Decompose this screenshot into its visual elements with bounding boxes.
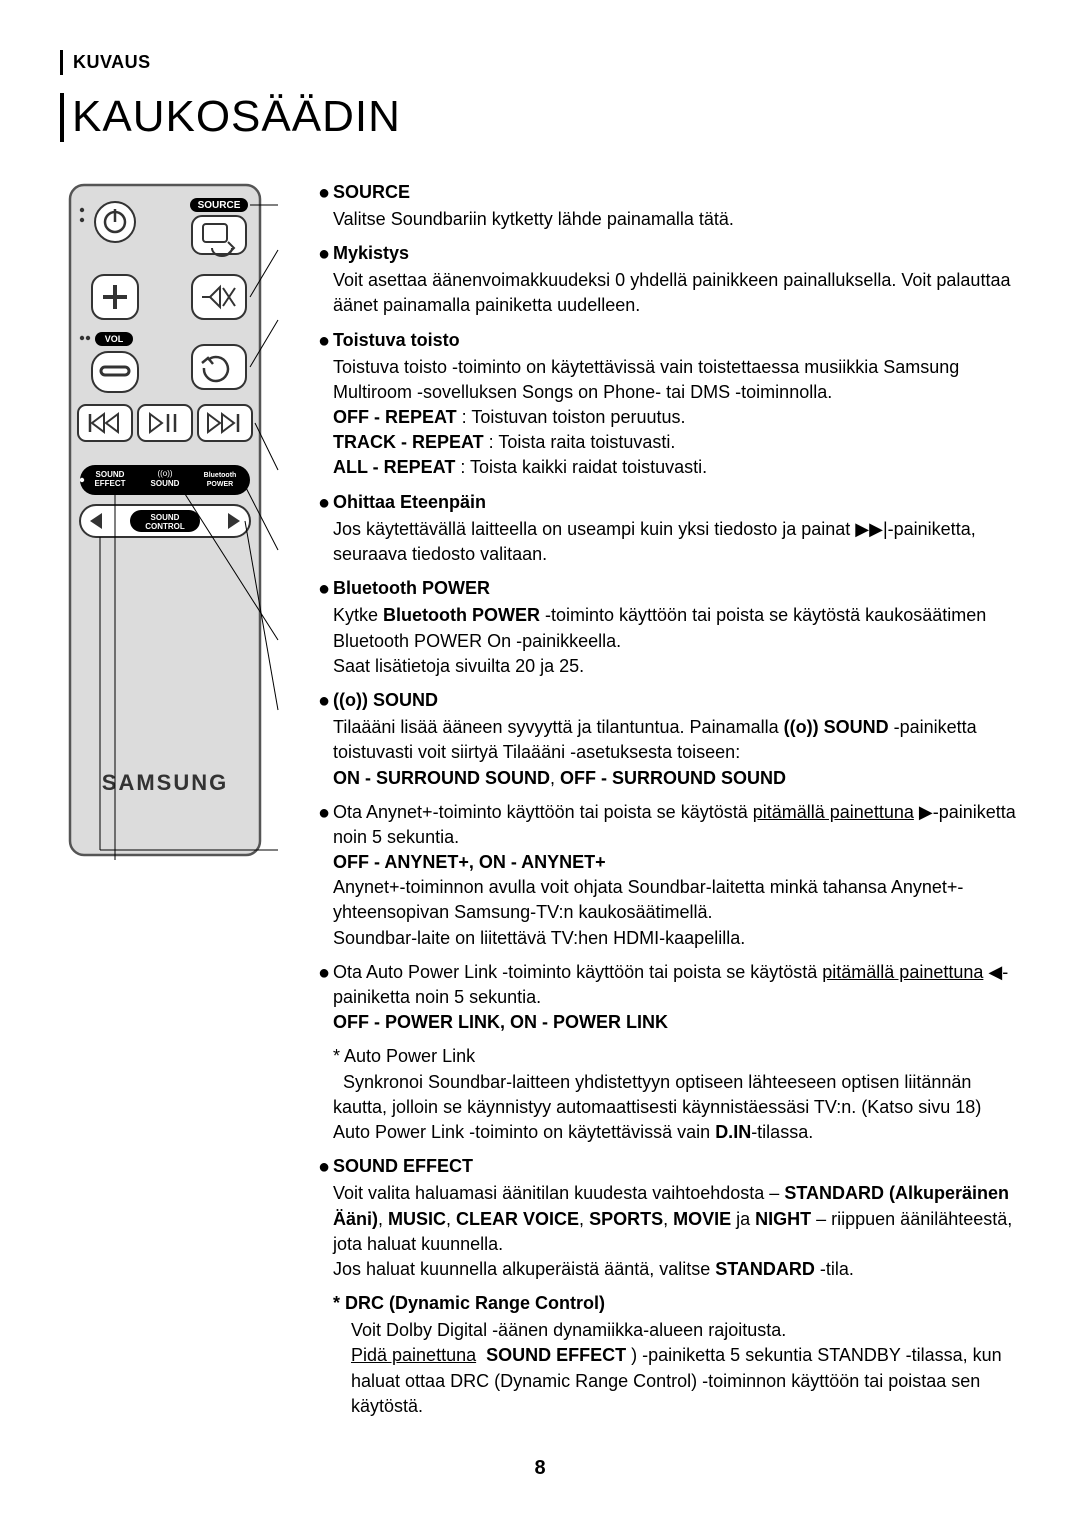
sec-powerlink-note: * Auto Power Link Synkronoi Soundbar-lai… <box>315 1044 1020 1151</box>
body-surround: Tilaääni lisää ääneen syvyyttä ja tilant… <box>333 715 1020 791</box>
sec-powerlink: ● Ota Auto Power Link -toiminto käyttöön… <box>315 960 1020 1042</box>
body-drc: Voit Dolby Digital -äänen dynamiikka-alu… <box>333 1318 1020 1419</box>
bullet: ● <box>315 490 333 513</box>
svg-text:EFFECT: EFFECT <box>94 479 125 488</box>
svg-text:SOUND: SOUND <box>151 479 180 488</box>
page-number: 8 <box>60 1454 1020 1482</box>
body-soundeffect: Voit valita haluamasi äänitilan kuudesta… <box>333 1181 1020 1282</box>
source-label: SOURCE <box>198 200 241 211</box>
head-drc: * DRC (Dynamic Range Control) <box>333 1291 1020 1316</box>
bullet: ● <box>315 800 333 823</box>
bullet: ● <box>315 241 333 264</box>
descriptions: ● SOURCE Valitse Soundbariin kytketty lä… <box>315 180 1020 1428</box>
svg-text:CONTROL: CONTROL <box>145 522 185 531</box>
bullet: ● <box>315 960 333 983</box>
sec-btpower: ● Bluetooth POWER Kytke Bluetooth POWER … <box>315 576 1020 685</box>
body-skip: Jos käytettävällä laitteella on useampi … <box>333 517 1020 567</box>
head-repeat: Toistuva toisto <box>333 328 1020 353</box>
sec-skip: ● Ohittaa Eteenpäin Jos käytettävällä la… <box>315 490 1020 574</box>
body-powerlink: Ota Auto Power Link -toiminto käyttöön t… <box>333 960 1020 1036</box>
bullet: ● <box>315 328 333 351</box>
sec-source: ● SOURCE Valitse Soundbariin kytketty lä… <box>315 180 1020 238</box>
body-anynet: Ota Anynet+-toiminto käyttöön tai poista… <box>333 800 1020 951</box>
bullet: ● <box>315 180 333 203</box>
sec-soundeffect: ● SOUND EFFECT Voit valita haluamasi ään… <box>315 1154 1020 1288</box>
bullet: ● <box>315 1154 333 1177</box>
page-title: KAUKOSÄÄDIN <box>60 93 1020 141</box>
svg-text:POWER: POWER <box>207 481 233 488</box>
body-source: Valitse Soundbariin kytketty lähde paina… <box>333 207 1020 232</box>
svg-text:VOL: VOL <box>105 334 124 344</box>
body-mute: Voit asettaa äänenvoimakkuudeksi 0 yhdel… <box>333 268 1020 318</box>
head-mute: Mykistys <box>333 241 1020 266</box>
head-surround: ((o)) SOUND <box>333 688 1020 713</box>
svg-text:SOUND: SOUND <box>151 513 180 522</box>
body-btpower: Kytke Bluetooth POWER -toiminto käyttöön… <box>333 603 1020 679</box>
spacer <box>315 1291 333 1294</box>
head-soundeffect: SOUND EFFECT <box>333 1154 1020 1179</box>
sec-surround: ● ((o)) SOUND Tilaääni lisää ääneen syvy… <box>315 688 1020 797</box>
sec-mute: ● Mykistys Voit asettaa äänenvoimakkuude… <box>315 241 1020 325</box>
section-label: KUVAUS <box>60 50 1020 75</box>
head-btpower: Bluetooth POWER <box>333 576 1020 601</box>
remote-diagram: SOURCE V <box>60 180 280 860</box>
bullet: ● <box>315 576 333 599</box>
svg-text:SOUND: SOUND <box>96 470 125 479</box>
sec-repeat: ● Toistuva toisto Toistuva toisto -toimi… <box>315 328 1020 487</box>
sec-anynet: ● Ota Anynet+-toiminto käyttöön tai pois… <box>315 800 1020 957</box>
svg-text:Bluetooth: Bluetooth <box>204 472 237 479</box>
head-skip: Ohittaa Eteenpäin <box>333 490 1020 515</box>
remote-svg: SOURCE V <box>60 180 280 860</box>
sec-drc: * DRC (Dynamic Range Control) Voit Dolby… <box>315 1291 1020 1425</box>
brand-label: SAMSUNG <box>102 770 228 795</box>
spacer <box>315 1044 333 1047</box>
svg-text:((o)): ((o)) <box>157 469 172 478</box>
body-repeat: Toistuva toisto -toiminto on käytettävis… <box>333 355 1020 481</box>
content-area: SOURCE V <box>60 180 1020 1428</box>
body-powerlink-note: * Auto Power Link Synkronoi Soundbar-lai… <box>333 1044 1020 1145</box>
bullet: ● <box>315 688 333 711</box>
head-source: SOURCE <box>333 180 1020 205</box>
